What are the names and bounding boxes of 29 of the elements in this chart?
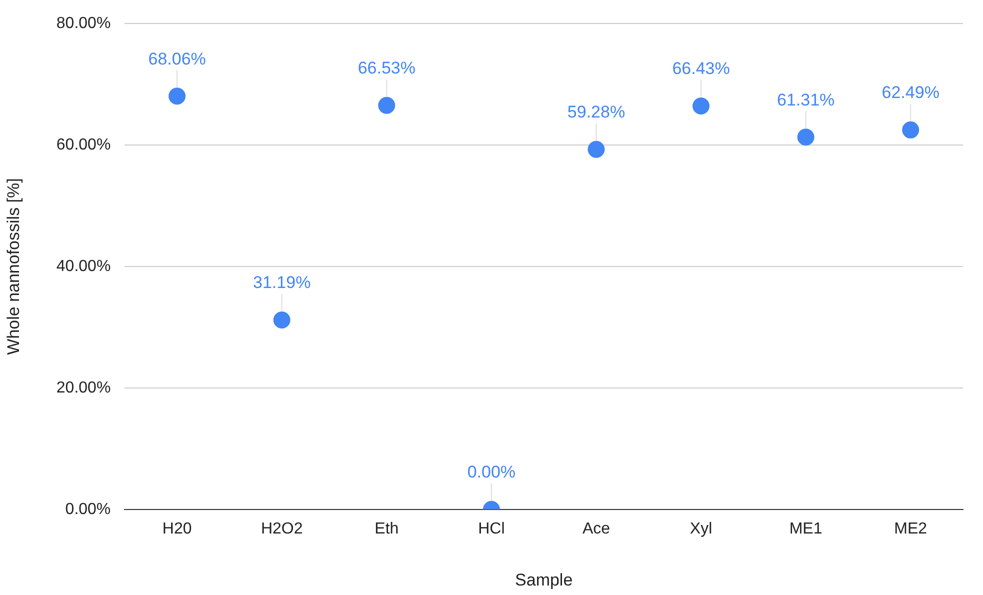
data-label: 0.00% xyxy=(467,462,516,482)
data-label: 66.53% xyxy=(358,58,416,78)
y-tick-label: 60.00% xyxy=(56,136,111,154)
data-label: 66.43% xyxy=(672,59,730,78)
x-tick-label: ME1 xyxy=(789,520,822,538)
data-label: 31.19% xyxy=(253,273,311,292)
point xyxy=(692,98,710,115)
data-label: 68.06% xyxy=(148,49,206,68)
x-tick-label: H20 xyxy=(162,520,192,538)
y-tick-label: 80.00% xyxy=(56,15,111,32)
point xyxy=(378,96,396,114)
x-tick-label: Xyl xyxy=(690,520,712,538)
data-label: 59.28% xyxy=(567,102,626,122)
x-tick-label: Ace xyxy=(582,520,610,538)
x-tick-label: ME2 xyxy=(894,520,928,538)
data-label: 62.49% xyxy=(882,83,940,102)
x-tick-label: H2O2 xyxy=(260,520,303,538)
x-tick-label: Eth xyxy=(374,520,399,538)
x-tick-label: HCl xyxy=(478,520,505,538)
y-tick-label: 0.00% xyxy=(65,500,111,518)
y-tick-label: 40.00% xyxy=(56,258,111,275)
x-axis-title: Sample xyxy=(515,570,573,590)
point xyxy=(168,88,186,105)
point xyxy=(902,121,920,138)
y-tick-label: 20.00% xyxy=(56,379,111,396)
point xyxy=(797,128,814,146)
point xyxy=(588,140,605,158)
y-axis-title: Whole nannofossils [%] xyxy=(4,178,23,355)
data-label: 61.31% xyxy=(776,90,835,110)
